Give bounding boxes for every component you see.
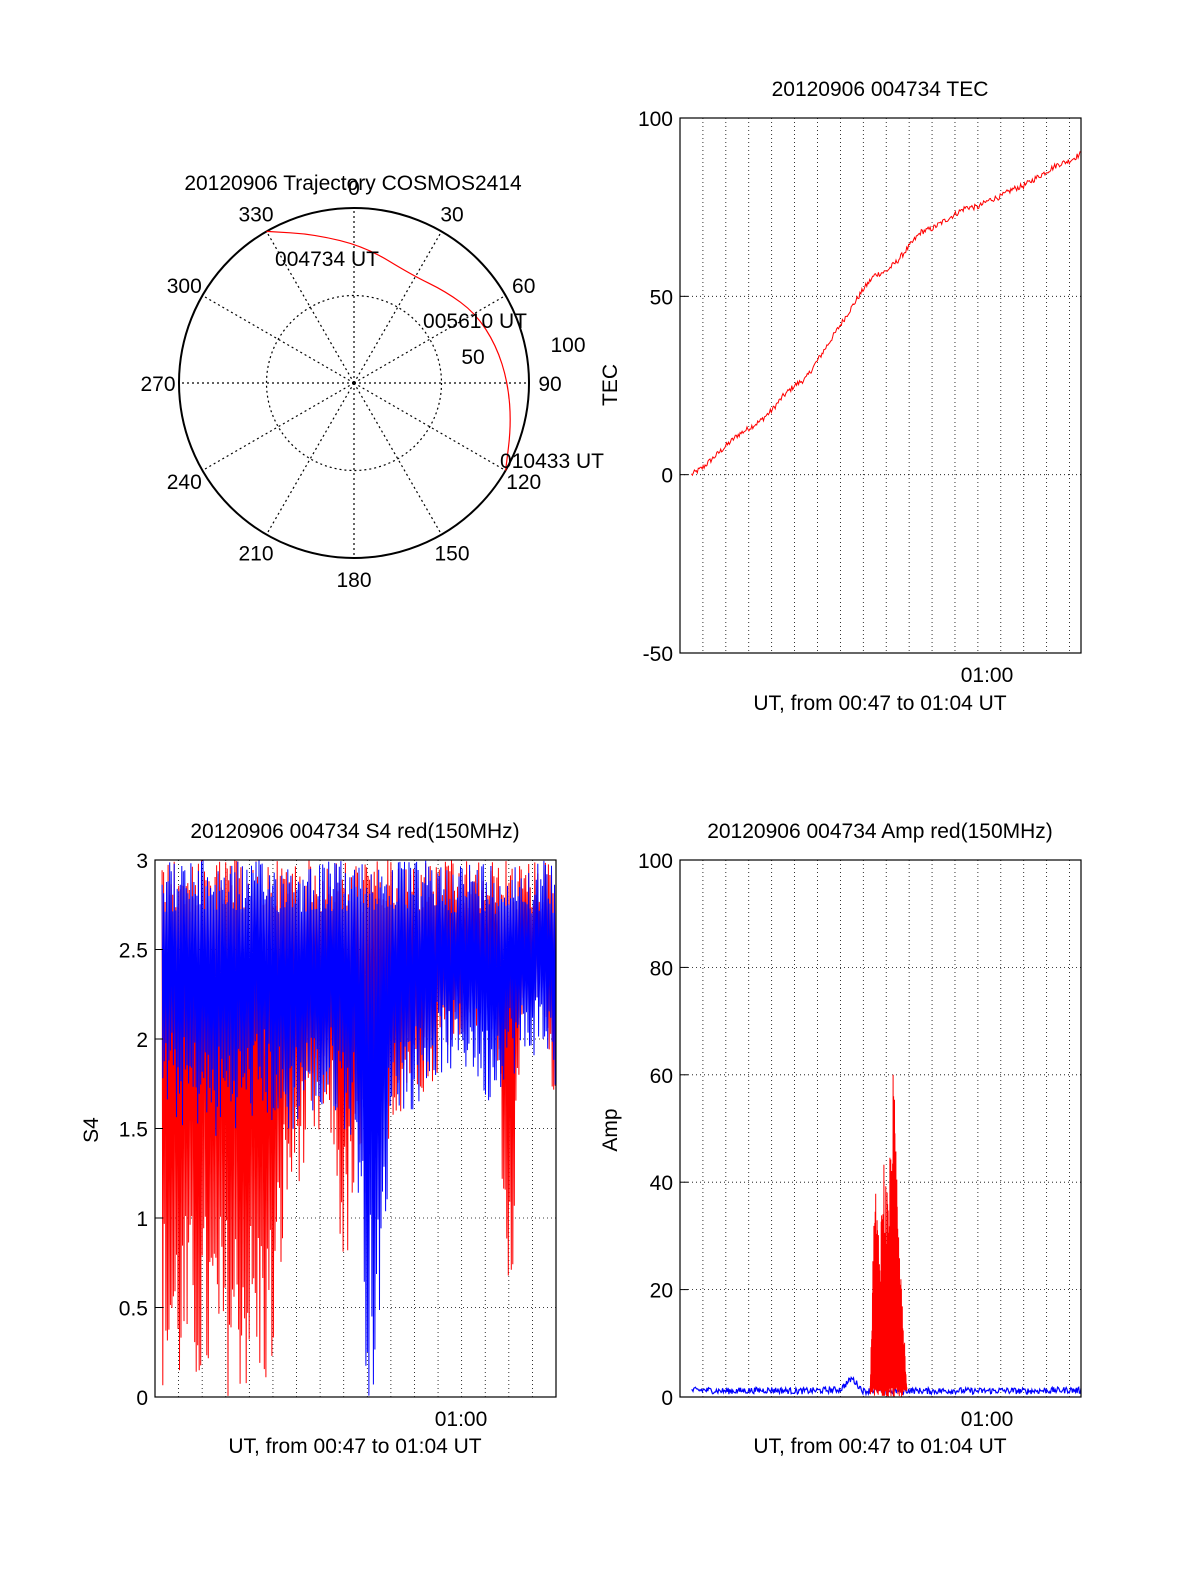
polar-azimuth-label: 120 [506,471,541,494]
y-tick-label: 1.5 [119,1119,148,1142]
y-tick-label: 40 [650,1172,673,1195]
amp-series [691,1074,1082,1397]
polar-azimuth-label: 300 [167,275,202,298]
y-tick-label: 2 [136,1029,148,1052]
amp-red-line [869,1074,908,1397]
y-tick-label: 0 [661,1387,673,1410]
tec-panel: 20120906 004734 TEC -50 0 50 100 01:00 UT, … [599,78,1082,715]
y-tick-label: 80 [650,957,673,980]
y-tick-label: 20 [650,1280,673,1303]
polar-azimuth-label: 90 [538,373,561,396]
y-tick-label: 2.5 [119,940,148,963]
tec-y-tick-labels: -50 0 50 100 [638,108,688,666]
polar-azimuth-label: 210 [238,543,273,566]
amp-plot-frame [679,859,1082,1398]
tec-y-axis-label: TEC [599,364,622,406]
amp-grid [680,859,1081,1398]
polar-title: 20120906 Trajectory COSMOS2414 [184,172,522,195]
polar-azimuth-label: 0 [348,177,360,200]
trajectory-time-label: 010433 UT [500,450,604,473]
tec-plot-frame [679,117,1082,654]
polar-azimuth-label: 30 [440,203,463,226]
trajectory-time-label: 005610 UT [423,310,527,333]
s4-title: 20120906 004734 S4 red(150MHz) [190,820,519,843]
tec-x-tick-label: 01:00 [961,664,1014,687]
y-tick-label: -50 [643,643,673,666]
polar-radial-labels: 50 100 [461,334,585,369]
amp-title: 20120906 004734 Amp red(150MHz) [707,820,1053,843]
polar-inner-circle [265,294,443,472]
polar-spoke [265,231,355,384]
polar-spoke [353,382,443,535]
tec-x-axis-label: UT, from 00:47 to 01:04 UT [753,692,1006,715]
polar-grid [178,207,530,559]
s4-x-axis-label: UT, from 00:47 to 01:04 UT [228,1435,481,1458]
polar-outer-circle [178,207,530,559]
y-tick-label: 3 [136,850,148,873]
polar-azimuth-label: 240 [167,471,202,494]
amp-y-axis-label: Amp [599,1108,622,1151]
polar-spoke [202,382,355,472]
amp-x-tick-label: 01:00 [961,1408,1014,1431]
s4-y-tick-labels: 0 0.5 1 1.5 2 2.5 3 [119,850,163,1410]
tec-title: 20120906 004734 TEC [772,78,989,101]
trajectory-time-label: 004734 UT [275,248,379,271]
polar-panel: 20120906 Trajectory COSMOS2414 0 30 60 90 12… [140,172,604,592]
amp-panel: 20120906 004734 Amp red(150MHz) 0 20 40 60 8… [599,820,1082,1458]
tec-line [691,151,1082,477]
trajectory-line [266,230,511,471]
s4-series [161,859,557,1396]
polar-azimuth-label: 270 [140,373,175,396]
y-tick-label: 1 [136,1208,148,1231]
polar-azimuth-label: 150 [434,543,469,566]
polar-azimuth-label: 180 [336,569,371,592]
polar-radial-label: 50 [461,346,484,369]
y-tick-label: 60 [650,1065,673,1088]
s4-panel: 20120906 004734 S4 red(150MHz) 0 0.5 1 1.5 2… [80,820,557,1458]
y-tick-label: 0 [661,465,673,488]
y-tick-label: 0 [136,1387,148,1410]
amp-y-tick-labels: 0 20 40 60 80 100 [638,850,688,1410]
y-tick-label: 100 [638,108,673,131]
s4-blue-line [161,860,557,1396]
polar-spoke [202,294,355,384]
y-tick-label: 100 [638,850,673,873]
polar-azimuth-label: 330 [238,203,273,226]
trajectory-path [266,230,511,471]
trajectory-annotations: 004734 UT 005610 UT 010433 UT [275,248,604,473]
polar-spoke [265,382,355,535]
s4-x-tick-label: 01:00 [435,1408,488,1431]
amp-x-axis-label: UT, from 00:47 to 01:04 UT [753,1435,1006,1458]
polar-spoke [353,294,506,384]
polar-azimuth-labels: 0 30 60 90 120 150 180 210 240 270 300 330 [140,177,561,592]
y-tick-label: 0.5 [119,1298,148,1321]
s4-y-axis-label: S4 [80,1117,103,1143]
polar-azimuth-label: 60 [512,275,535,298]
y-tick-label: 50 [650,286,673,309]
polar-spoke [353,231,443,384]
polar-spoke [353,382,506,472]
tec-series [691,151,1082,477]
polar-radial-label: 100 [550,334,585,357]
